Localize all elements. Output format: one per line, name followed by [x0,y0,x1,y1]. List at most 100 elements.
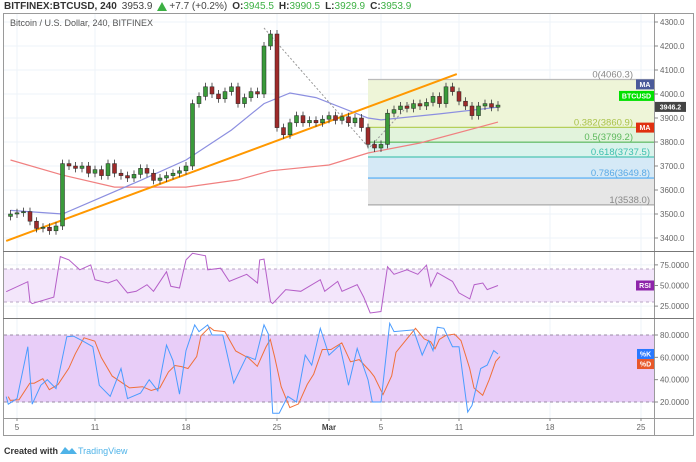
candle-body [125,175,130,179]
x-tick-label: 18 [546,423,555,432]
candle-body [333,115,338,121]
x-tick-label: 25 [273,423,282,432]
candle-body [463,100,468,107]
open-label: O: [232,1,244,12]
chart-title: Bitcoin / U.S. Dollar, 240, BITFINEX [10,18,153,28]
candle [242,93,247,108]
candle-body [242,97,247,104]
rsi-tag-text: RSI [639,283,651,290]
candle [333,111,338,125]
candle-body [287,122,293,136]
y-tick-label: 4100.0 [660,66,685,75]
x-tick-label: 5 [379,423,384,432]
candle [131,170,137,182]
footer[interactable]: Created with TradingView [4,446,128,456]
candle-body [183,165,189,172]
trendline [5,73,458,242]
candle [417,99,423,110]
rsi-band [4,269,654,302]
candle-body [118,172,124,176]
candle-body [307,120,312,124]
stoch-d-tag-text: %D [640,362,651,369]
open-value: 3945.5 [243,1,274,12]
candle [443,82,449,108]
candle [320,115,325,127]
candle-body [235,86,241,104]
rsi-pane[interactable] [4,252,654,314]
candle-body [476,105,481,116]
candle-body [8,213,13,217]
candle [326,111,332,124]
candle-body [92,169,98,174]
candle [248,87,254,102]
candle [8,210,13,221]
candle-body [372,144,377,149]
candle-body [456,91,462,102]
candle [482,99,488,110]
candle-body [443,86,449,104]
candle-body [21,211,26,214]
candle [391,105,397,118]
candle-body [469,105,475,116]
candle-body [209,86,215,95]
stochastic-pane[interactable] [4,321,654,414]
candle [385,109,390,149]
candle-body [359,117,364,128]
candle-body [313,120,319,124]
candle-body [320,118,325,124]
candle [346,112,351,127]
candle-body [411,103,416,109]
candle [339,112,345,125]
candle [398,102,403,114]
candle [196,92,202,108]
fib-level-label: 0.382(3860.9) [574,117,633,128]
candle-body [482,103,488,107]
x-tick-label: 11 [455,423,464,432]
y-tick-label: 25.0000 [660,302,689,311]
candle-body [495,104,501,108]
candle-body [339,116,345,121]
candle-body [391,109,397,114]
candle [281,123,286,139]
candle [203,82,208,101]
candle-body [66,163,72,167]
candle-body [404,105,410,109]
candle [352,114,358,127]
fibonacci-retracement[interactable]: 0(4060.3) 0.382(3860.9) 0.5(3799.2) 0.618(3… [368,70,654,206]
candle [216,90,221,103]
candle [359,114,364,132]
candle-body [424,102,429,107]
candle [177,166,182,178]
candle [365,123,371,149]
ma-price-tag-text: MA [640,82,651,89]
ma-price-tag: MA [636,79,654,90]
fib-level-label: 0.786(3649.8) [591,168,650,179]
y-tick-label: 50.0000 [660,282,689,291]
candle [151,169,156,185]
y-tick-label: 3600.0 [660,186,685,195]
candle [495,101,501,112]
tradingview-brand-link[interactable]: TradingView [78,446,128,456]
candle [112,159,117,178]
y-tick-label: 3800.0 [660,138,685,147]
candle [261,42,267,98]
candle [307,116,312,127]
candle-body [326,115,332,120]
candle-body [170,172,176,176]
low-label: L: [325,1,335,12]
candle [229,82,234,96]
stoch-k-tag-text: %K [640,351,651,358]
candle-body [229,86,234,92]
candle-body [86,165,91,174]
candle-body [105,163,111,176]
fib-zone [368,157,654,179]
candle-body [216,93,221,100]
y-tick-label: 4200.0 [660,42,685,51]
y-tick-label: 3900.0 [660,114,685,123]
last-price-tag-text: 3946.2 [660,104,682,111]
candle [463,97,468,110]
candle-body [294,115,299,124]
x-tick-label: 5 [15,423,20,432]
candle [190,99,195,170]
